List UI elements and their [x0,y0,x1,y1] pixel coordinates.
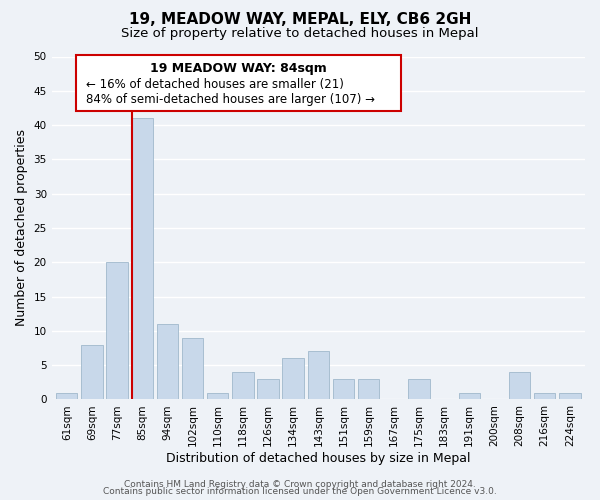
Bar [81,344,103,400]
Text: 84% of semi-detached houses are larger (107) →: 84% of semi-detached houses are larger (… [86,92,376,106]
Text: 19 MEADOW WAY: 84sqm: 19 MEADOW WAY: 84sqm [150,62,327,74]
Bar [458,392,480,400]
Bar [232,372,254,400]
Bar [182,338,203,400]
Text: 19, MEADOW WAY, MEPAL, ELY, CB6 2GH: 19, MEADOW WAY, MEPAL, ELY, CB6 2GH [129,12,471,28]
FancyBboxPatch shape [76,55,401,112]
Bar [559,392,581,400]
Bar [157,324,178,400]
Bar [534,392,556,400]
Bar [56,392,77,400]
Bar [509,372,530,400]
Bar [308,352,329,400]
Bar [131,118,153,400]
Text: ← 16% of detached houses are smaller (21): ← 16% of detached houses are smaller (21… [86,78,344,91]
Bar [257,379,279,400]
Text: Size of property relative to detached houses in Mepal: Size of property relative to detached ho… [121,28,479,40]
Bar [106,262,128,400]
Bar [408,379,430,400]
Text: Contains HM Land Registry data © Crown copyright and database right 2024.: Contains HM Land Registry data © Crown c… [124,480,476,489]
X-axis label: Distribution of detached houses by size in Mepal: Distribution of detached houses by size … [166,452,470,465]
Bar [207,392,229,400]
Y-axis label: Number of detached properties: Number of detached properties [15,130,28,326]
Bar [333,379,354,400]
Bar [283,358,304,400]
Bar [358,379,379,400]
Text: Contains public sector information licensed under the Open Government Licence v3: Contains public sector information licen… [103,487,497,496]
